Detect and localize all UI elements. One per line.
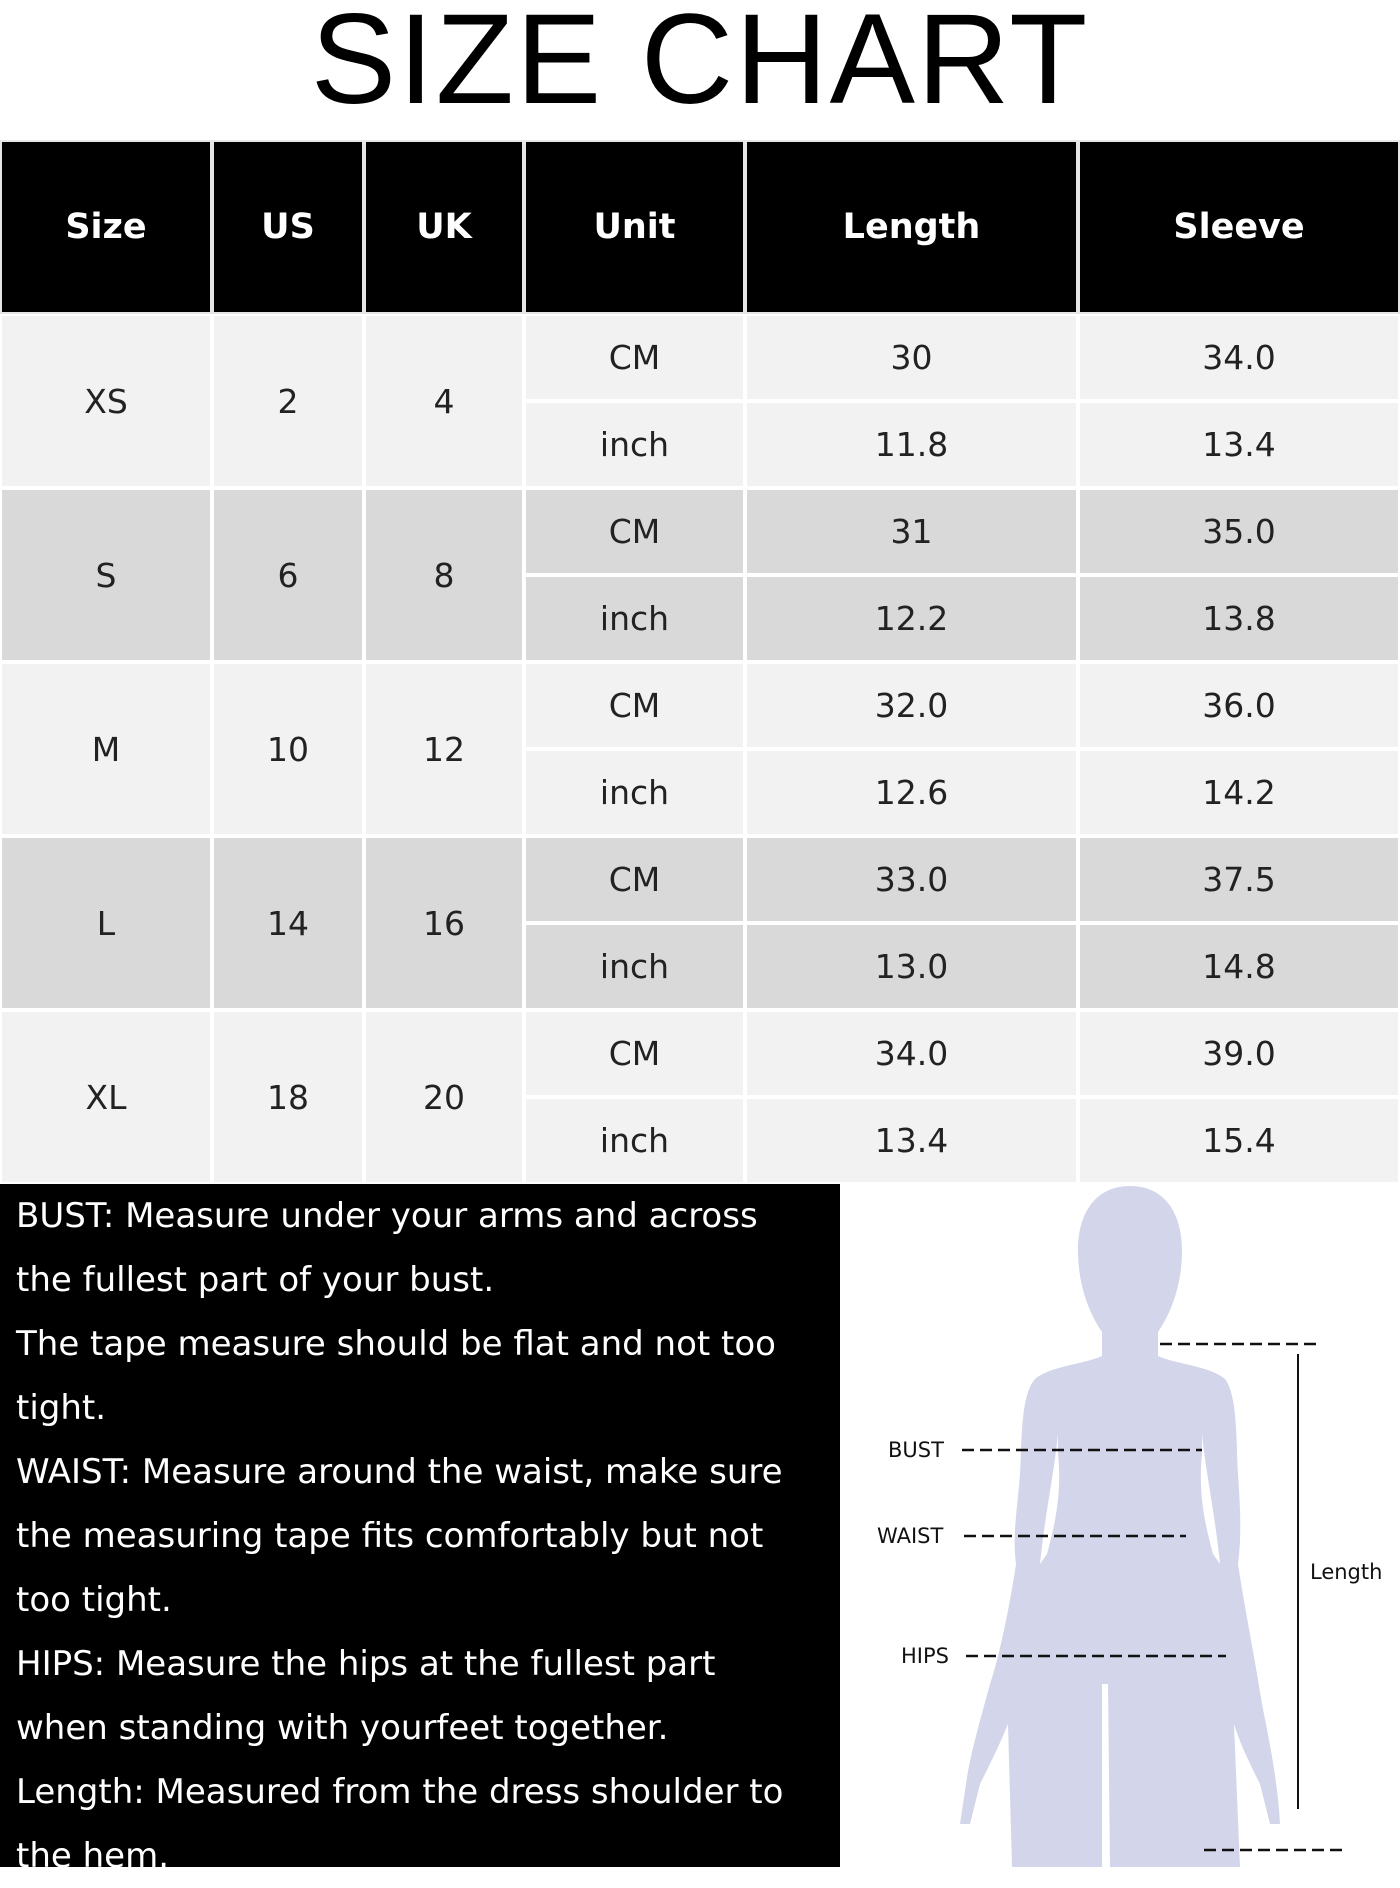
sleeve-cell: 35.0 [1078, 488, 1400, 575]
unit-cell: CM [524, 1010, 745, 1097]
note-line: WAIST: Measure around the waist, make su… [16, 1452, 783, 1492]
unit-cell: inch [524, 575, 745, 662]
sleeve-cell: 39.0 [1078, 1010, 1400, 1097]
sleeve-cell: 36.0 [1078, 662, 1400, 749]
unit-cell: CM [524, 662, 745, 749]
header-unit: Unit [524, 140, 745, 314]
uk-size-cell: 12 [364, 662, 524, 836]
size-cell: S [0, 488, 212, 662]
sleeve-cell: 13.8 [1078, 575, 1400, 662]
note-line: BUST: Measure under your arms and across [16, 1196, 758, 1236]
unit-cell: CM [524, 314, 745, 401]
unit-cell: CM [524, 836, 745, 923]
unit-row: inch 12.6 14.2 [524, 749, 1400, 836]
table-header-row: Size US UK Unit Length Sleeve [0, 140, 1400, 314]
size-cell: XL [0, 1010, 212, 1184]
size-row-s: S 6 8 CM 31 35.0 inch 12.2 13.8 [0, 488, 1400, 662]
length-cell: 13.4 [745, 1097, 1078, 1184]
us-size-cell: 6 [212, 488, 364, 662]
size-cell: XS [0, 314, 212, 488]
body-silhouette [960, 1186, 1280, 1867]
note-line: too tight. [16, 1580, 172, 1620]
measurement-notes: BUST: Measure under your arms and across… [0, 1184, 840, 1876]
note-line: the measuring tape fits comfortably but … [16, 1516, 764, 1556]
uk-size-cell: 4 [364, 314, 524, 488]
size-row-xs: XS 2 4 CM 30 34.0 inch 11.8 13.4 [0, 314, 1400, 488]
us-size-cell: 2 [212, 314, 364, 488]
length-cell: 33.0 [745, 836, 1078, 923]
unit-row: CM 32.0 36.0 [524, 662, 1400, 749]
note-line: Length: Measured from the dress shoulder… [16, 1772, 784, 1812]
header-uk: UK [364, 140, 524, 314]
length-cell: 12.6 [745, 749, 1078, 836]
label-bust: BUST [888, 1438, 944, 1462]
size-row-m: M 10 12 CM 32.0 36.0 inch 12.6 14.2 [0, 662, 1400, 836]
size-row-l: L 14 16 CM 33.0 37.5 inch 13.0 14.8 [0, 836, 1400, 1010]
unit-cell: inch [524, 923, 745, 1010]
unit-cell: inch [524, 401, 745, 488]
label-hips: HIPS [901, 1644, 949, 1668]
size-cell: M [0, 662, 212, 836]
length-cell: 31 [745, 488, 1078, 575]
measurement-lines [962, 1342, 1348, 1852]
length-cell: 11.8 [745, 401, 1078, 488]
length-cell: 12.2 [745, 575, 1078, 662]
size-table: Size US UK Unit Length Sleeve XS 2 4 CM 30 34… [0, 140, 1400, 1184]
sleeve-cell: 34.0 [1078, 314, 1400, 401]
us-size-cell: 14 [212, 836, 364, 1010]
length-cell: 13.0 [745, 923, 1078, 1010]
uk-size-cell: 8 [364, 488, 524, 662]
label-length: Length [1310, 1560, 1382, 1584]
note-line: the hem. [16, 1836, 169, 1876]
length-cell: 32.0 [745, 662, 1078, 749]
unit-row: CM 34.0 39.0 [524, 1010, 1400, 1097]
unit-row: inch 13.4 15.4 [524, 1097, 1400, 1184]
header-us: US [212, 140, 364, 314]
note-line: HIPS: Measure the hips at the fullest pa… [16, 1644, 716, 1684]
length-cell: 30 [745, 314, 1078, 401]
us-size-cell: 18 [212, 1010, 364, 1184]
note-line: The tape measure should be flat and not … [16, 1324, 776, 1364]
unit-row: inch 12.2 13.8 [524, 575, 1400, 662]
note-line: when standing with yourfeet together. [16, 1708, 669, 1748]
sleeve-cell: 15.4 [1078, 1097, 1400, 1184]
length-cell: 34.0 [745, 1010, 1078, 1097]
unit-cell: inch [524, 1097, 745, 1184]
size-cell: L [0, 836, 212, 1010]
page-title: SIZE CHART [310, 0, 1090, 131]
label-waist: WAIST [877, 1524, 944, 1548]
unit-row: CM 30 34.0 [524, 314, 1400, 401]
uk-size-cell: 16 [364, 836, 524, 1010]
unit-cell: inch [524, 749, 745, 836]
note-line: the fullest part of your bust. [16, 1260, 495, 1300]
unit-row: CM 31 35.0 [524, 488, 1400, 575]
sleeve-cell: 14.8 [1078, 923, 1400, 1010]
header-size: Size [0, 140, 212, 314]
us-size-cell: 10 [212, 662, 364, 836]
header-length: Length [745, 140, 1078, 314]
header-sleeve: Sleeve [1078, 140, 1400, 314]
unit-row: CM 33.0 37.5 [524, 836, 1400, 923]
sleeve-cell: 14.2 [1078, 749, 1400, 836]
body-measurement-figure: BUST WAIST HIPS Length [840, 1184, 1400, 1867]
size-row-xl: XL 18 20 CM 34.0 39.0 inch 13.4 15.4 [0, 1010, 1400, 1184]
sleeve-cell: 13.4 [1078, 401, 1400, 488]
unit-row: inch 11.8 13.4 [524, 401, 1400, 488]
sleeve-cell: 37.5 [1078, 836, 1400, 923]
note-line: tight. [16, 1388, 107, 1428]
uk-size-cell: 20 [364, 1010, 524, 1184]
unit-row: inch 13.0 14.8 [524, 923, 1400, 1010]
unit-cell: CM [524, 488, 745, 575]
